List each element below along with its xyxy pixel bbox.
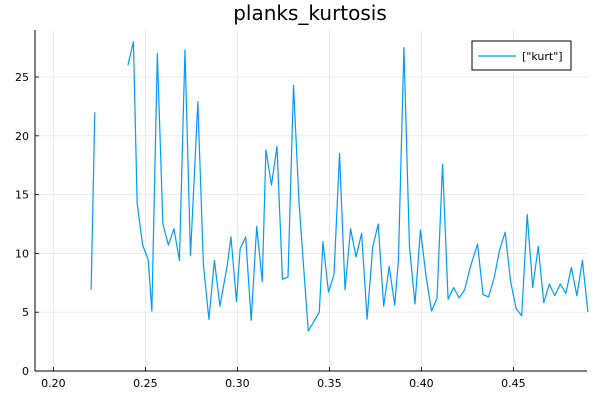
y-tick-label: 15	[15, 189, 29, 202]
y-tick-label: 5	[22, 306, 29, 319]
legend-label: ["kurt"]	[522, 50, 563, 63]
y-tick-label: 20	[15, 130, 29, 143]
x-tick-label: 0.20	[41, 377, 66, 390]
plot-area	[90, 41, 589, 332]
y-tick-label: 10	[15, 247, 29, 260]
axes	[34, 30, 587, 372]
series-line	[90, 112, 96, 290]
legend: ["kurt"]	[471, 40, 572, 71]
legend-box	[471, 40, 572, 71]
y-tick-label: 0	[22, 365, 29, 378]
grid	[35, 30, 587, 372]
chart-title: planks_kurtosis	[233, 1, 387, 25]
x-tick-label: 0.25	[133, 377, 158, 390]
x-tick-label: 0.45	[501, 377, 526, 390]
y-ticks: 0 5 10 15 20 25	[15, 71, 39, 378]
x-ticks: 0.20 0.25 0.30 0.35 0.40 0.45	[41, 367, 526, 390]
x-tick-label: 0.30	[225, 377, 250, 390]
x-tick-label: 0.40	[409, 377, 434, 390]
series-line	[127, 41, 589, 332]
y-tick-label: 25	[15, 71, 29, 84]
x-tick-label: 0.35	[317, 377, 342, 390]
